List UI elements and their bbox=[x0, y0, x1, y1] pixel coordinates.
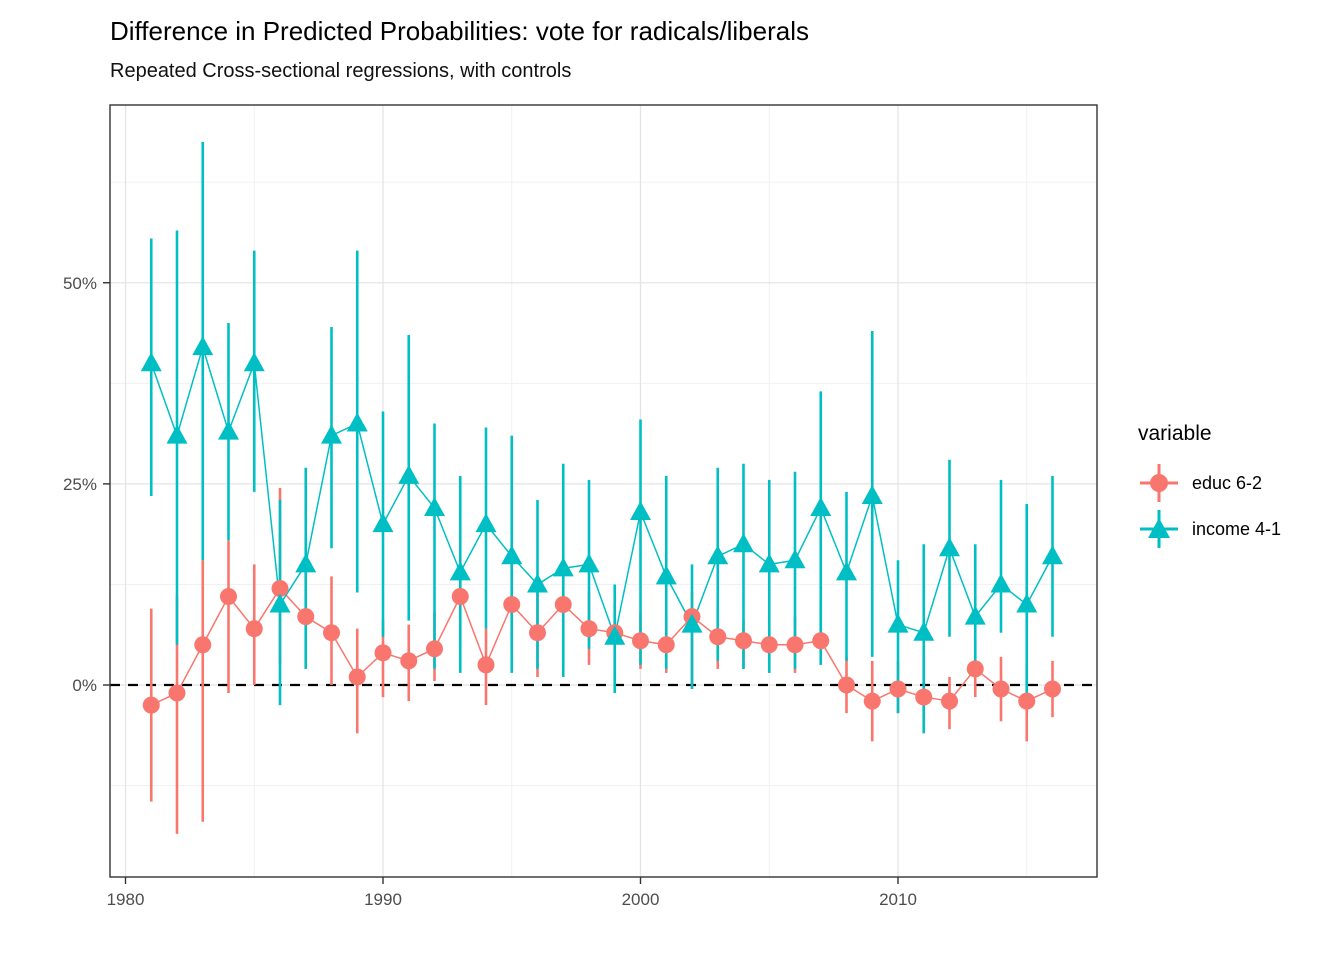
x-tick-label: 2010 bbox=[879, 890, 917, 909]
point-circle-educ bbox=[503, 596, 521, 614]
legend-key-circle-icon bbox=[1140, 464, 1178, 502]
point-circle-educ bbox=[657, 636, 675, 654]
point-circle-educ bbox=[863, 692, 881, 710]
point-triangle-income bbox=[1016, 593, 1038, 613]
legend-entry-income: income 4-1 bbox=[1138, 506, 1281, 552]
x-tick-label: 2000 bbox=[622, 890, 660, 909]
point-circle-educ bbox=[838, 676, 855, 694]
point-circle-educ bbox=[1018, 692, 1036, 710]
point-circle-educ bbox=[426, 640, 443, 658]
point-circle-educ bbox=[786, 636, 804, 654]
point-triangle-income bbox=[140, 352, 162, 372]
point-circle-educ bbox=[529, 624, 546, 642]
point-triangle-income bbox=[836, 561, 857, 581]
point-triangle-income bbox=[192, 336, 214, 356]
point-circle-educ bbox=[168, 684, 186, 702]
point-triangle-income bbox=[398, 464, 420, 484]
point-triangle-income bbox=[501, 545, 523, 565]
point-triangle-income bbox=[475, 513, 497, 533]
point-triangle-income bbox=[784, 549, 806, 569]
point-triangle-income bbox=[346, 412, 368, 432]
point-triangle-income bbox=[218, 420, 239, 440]
point-circle-educ bbox=[941, 692, 958, 710]
point-circle-educ bbox=[323, 624, 340, 642]
point-triangle-income bbox=[990, 573, 1012, 593]
point-circle-educ bbox=[374, 644, 392, 662]
point-circle-educ bbox=[554, 596, 572, 614]
panel-border bbox=[109, 104, 1098, 878]
point-circle-educ bbox=[812, 632, 830, 650]
point-circle-educ bbox=[245, 620, 263, 638]
point-circle-educ bbox=[889, 680, 907, 698]
chart-subtitle: Repeated Cross-sectional regressions, wi… bbox=[110, 60, 572, 82]
x-tick-label: 1990 bbox=[364, 890, 402, 909]
point-triangle-income bbox=[424, 497, 445, 517]
x-tick-label: 1980 bbox=[107, 890, 145, 909]
y-tick-label: 25% bbox=[63, 475, 97, 494]
point-triangle-income bbox=[861, 484, 883, 504]
point-circle-educ bbox=[632, 632, 649, 650]
point-triangle-income bbox=[449, 561, 471, 581]
point-circle-educ bbox=[760, 636, 778, 654]
point-circle-educ bbox=[348, 668, 366, 686]
point-circle-educ bbox=[271, 579, 289, 597]
point-circle-educ bbox=[1044, 680, 1061, 698]
point-triangle-income bbox=[939, 537, 960, 557]
plot-panel bbox=[110, 105, 1097, 877]
point-triangle-income bbox=[707, 545, 729, 565]
point-triangle-income bbox=[372, 513, 394, 533]
legend-label-income: income 4-1 bbox=[1192, 518, 1282, 539]
point-triangle-income bbox=[964, 605, 986, 625]
point-circle-educ bbox=[297, 608, 315, 626]
point-triangle-income bbox=[810, 497, 832, 517]
point-triangle-income bbox=[913, 621, 935, 641]
chart-title: Difference in Predicted Probabilities: v… bbox=[110, 16, 809, 46]
point-circle-educ bbox=[220, 588, 237, 606]
legend: variable educ 6-2 income 4-1 bbox=[1138, 422, 1281, 552]
legend-title: variable bbox=[1138, 422, 1212, 445]
point-triangle-income bbox=[269, 593, 291, 613]
point-circle-educ bbox=[915, 688, 933, 706]
point-circle-educ bbox=[142, 696, 160, 714]
point-circle-educ bbox=[194, 636, 212, 654]
point-triangle-income bbox=[604, 625, 626, 645]
point-triangle-income bbox=[681, 613, 703, 633]
point-triangle-income bbox=[630, 501, 651, 521]
point-triangle-income bbox=[295, 553, 317, 573]
point-triangle-income bbox=[527, 573, 548, 593]
point-circle-educ bbox=[580, 620, 598, 638]
point-triangle-income bbox=[578, 553, 600, 573]
y-tick-label: 0% bbox=[72, 676, 97, 695]
point-circle-educ bbox=[709, 628, 727, 646]
point-circle-educ bbox=[966, 660, 984, 678]
legend-entry-educ: educ 6-2 bbox=[1138, 460, 1281, 506]
point-triangle-income bbox=[243, 352, 265, 372]
point-circle-educ bbox=[477, 656, 495, 674]
y-tick-label: 50% bbox=[63, 274, 97, 293]
point-triangle-income bbox=[1042, 545, 1063, 565]
point-triangle-income bbox=[733, 533, 754, 553]
point-circle-educ bbox=[735, 632, 752, 650]
legend-key-triangle-icon bbox=[1140, 510, 1178, 548]
point-circle-educ bbox=[992, 680, 1010, 698]
legend-label-educ: educ 6-2 bbox=[1192, 472, 1263, 493]
point-circle-educ bbox=[400, 652, 418, 670]
point-triangle-income bbox=[758, 553, 780, 573]
point-triangle-income bbox=[655, 565, 677, 585]
point-triangle-income bbox=[166, 424, 188, 444]
point-circle-educ bbox=[451, 588, 469, 606]
point-triangle-income bbox=[887, 613, 909, 633]
point-triangle-income bbox=[321, 424, 342, 444]
point-triangle-income bbox=[552, 557, 574, 577]
